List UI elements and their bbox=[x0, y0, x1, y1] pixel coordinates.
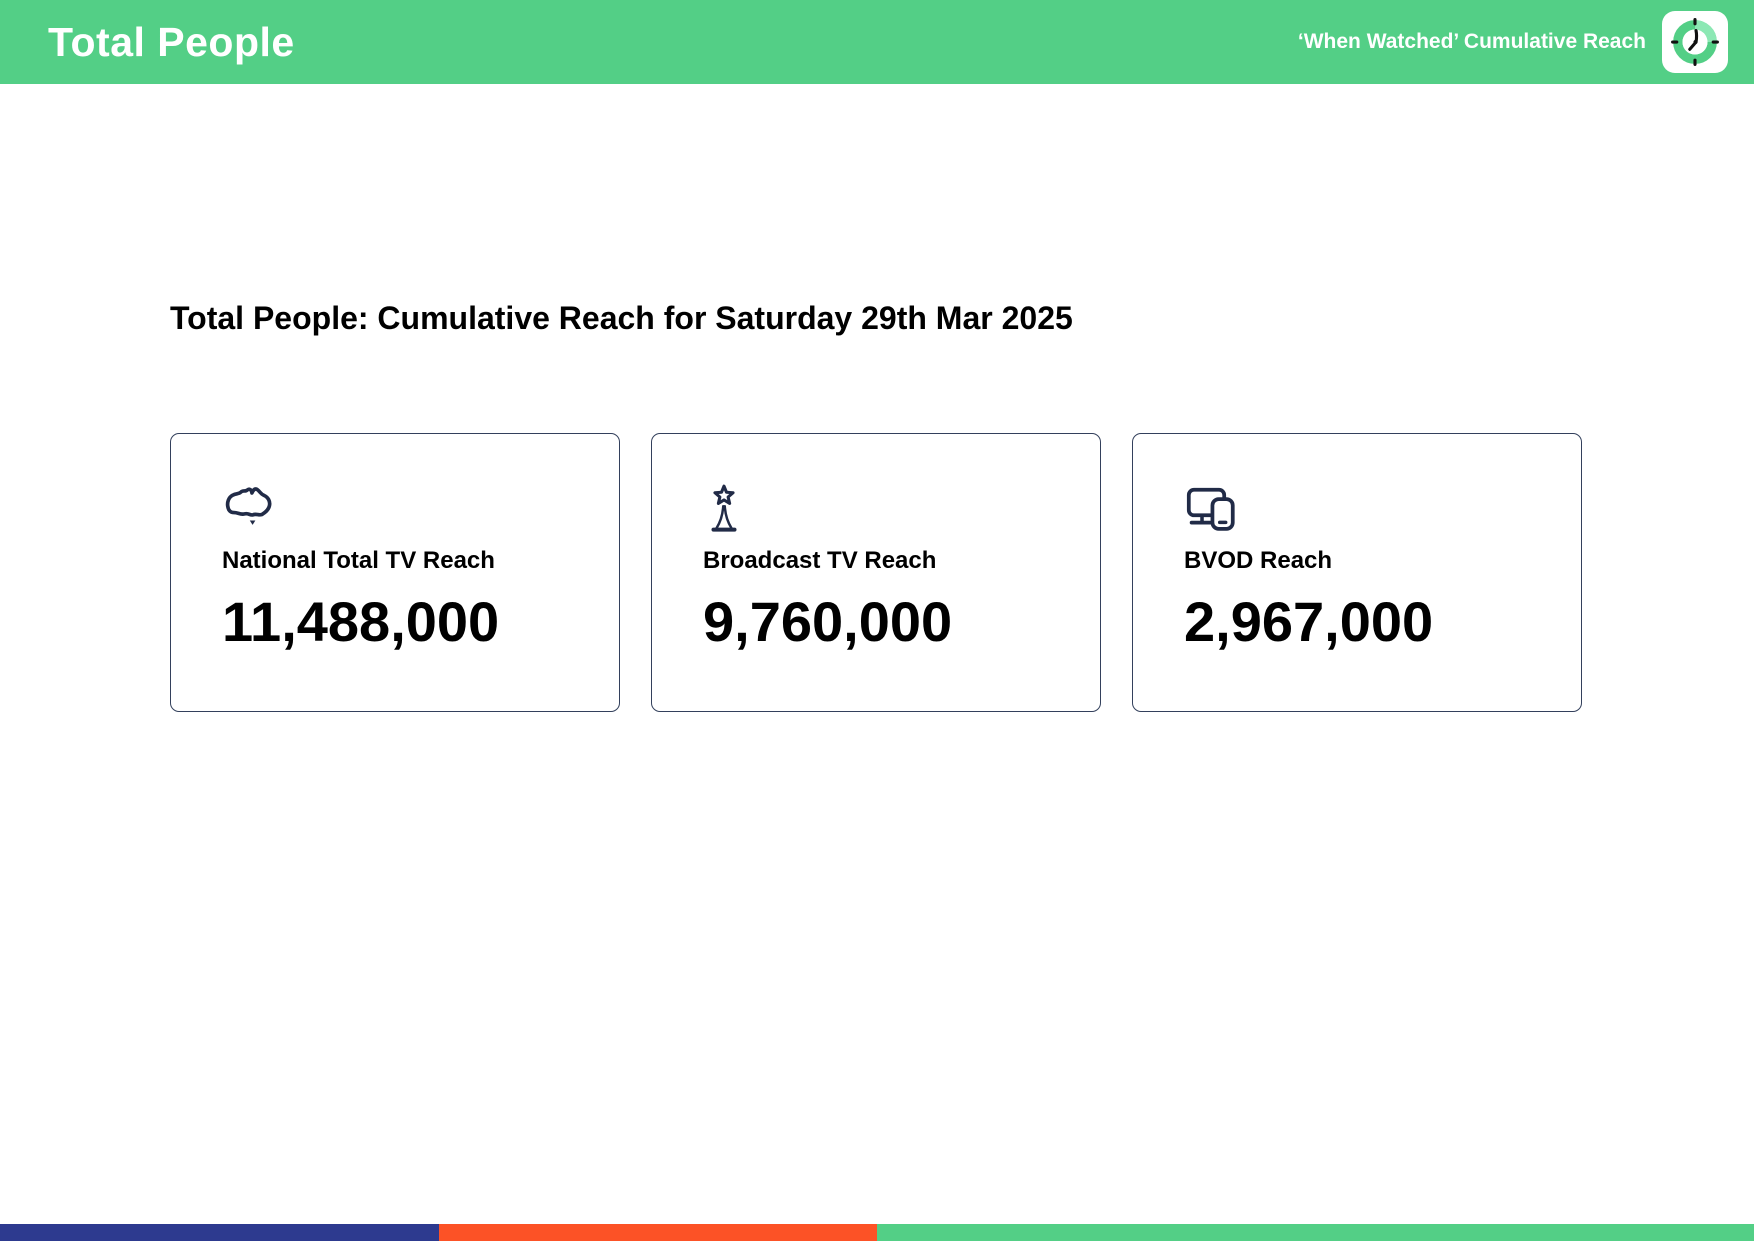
broadcast-tower-star-icon bbox=[703, 483, 1080, 535]
header-subtitle: ‘When Watched’ Cumulative Reach bbox=[1297, 30, 1646, 53]
footer-accent-bar bbox=[0, 1224, 1754, 1241]
devices-icon bbox=[1184, 483, 1561, 535]
kpi-card-label: Broadcast TV Reach bbox=[703, 547, 937, 574]
app-header: Total People ‘When Watched’ Cumulative R… bbox=[0, 0, 1754, 84]
australia-map-icon bbox=[222, 483, 599, 535]
kpi-card-broadcast-tv-reach[interactable]: Broadcast TV Reach 9,760,000 bbox=[651, 433, 1101, 712]
kpi-card-value: 2,967,000 bbox=[1184, 590, 1434, 653]
footer-segment-navy bbox=[0, 1224, 439, 1241]
header-right-group: ‘When Watched’ Cumulative Reach bbox=[1298, 11, 1754, 73]
clock-badge-icon bbox=[1662, 11, 1728, 73]
report-heading: Total People: Cumulative Reach for Satur… bbox=[170, 300, 1073, 336]
footer-segment-orange bbox=[438, 1224, 877, 1241]
kpi-card-value: 9,760,000 bbox=[703, 590, 953, 653]
kpi-card-value: 11,488,000 bbox=[222, 590, 500, 653]
kpi-card-label: National Total TV Reach bbox=[222, 547, 495, 574]
footer-segment-green bbox=[877, 1224, 1754, 1241]
kpi-card-bvod-reach[interactable]: BVOD Reach 2,967,000 bbox=[1132, 433, 1582, 712]
report-body: Total People: Cumulative Reach for Satur… bbox=[0, 300, 1754, 712]
kpi-card-national-total-tv-reach[interactable]: National Total TV Reach 11,488,000 bbox=[170, 433, 620, 712]
kpi-cards: National Total TV Reach 11,488,000 Broad… bbox=[170, 433, 1582, 712]
kpi-card-label: BVOD Reach bbox=[1184, 547, 1333, 574]
clock-icon bbox=[1671, 18, 1719, 66]
page-title: Total People bbox=[48, 18, 295, 65]
